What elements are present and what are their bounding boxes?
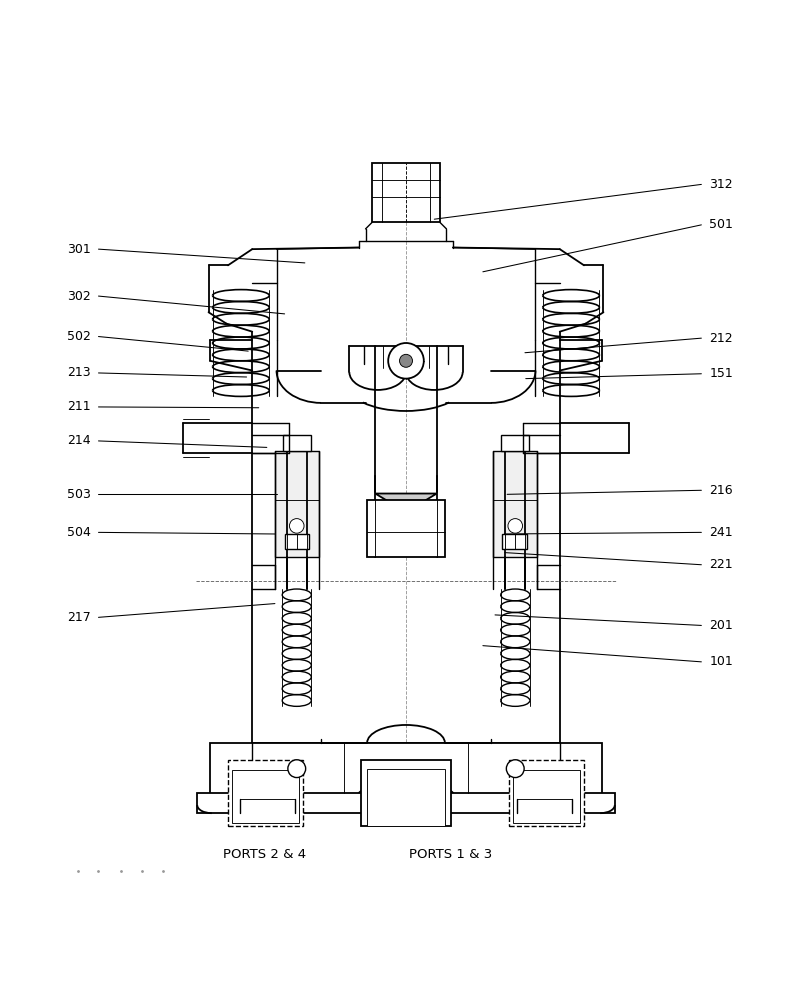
Text: PORTS 2 & 4: PORTS 2 & 4 <box>222 848 306 861</box>
Text: 221: 221 <box>709 558 732 571</box>
Text: 217: 217 <box>67 611 90 624</box>
Text: 241: 241 <box>709 526 732 539</box>
Text: 216: 216 <box>709 484 732 497</box>
Text: 213: 213 <box>67 366 90 379</box>
Bar <box>367 500 444 557</box>
Bar <box>275 451 319 557</box>
Circle shape <box>508 519 522 533</box>
Text: 312: 312 <box>709 178 732 191</box>
Text: 211: 211 <box>67 400 90 413</box>
Text: 503: 503 <box>67 488 90 501</box>
Bar <box>508 760 583 826</box>
Bar <box>502 534 526 549</box>
Polygon shape <box>375 494 436 512</box>
Text: 504: 504 <box>67 526 90 539</box>
Circle shape <box>289 519 303 533</box>
Text: 101: 101 <box>709 655 732 668</box>
Text: PORTS 1 & 3: PORTS 1 & 3 <box>409 848 491 861</box>
Text: 212: 212 <box>709 332 732 345</box>
Circle shape <box>506 760 524 778</box>
Text: 301: 301 <box>67 243 90 256</box>
Bar <box>232 770 298 823</box>
Bar <box>283 435 311 451</box>
Bar <box>371 163 440 222</box>
Bar <box>228 760 303 826</box>
Bar <box>197 793 614 813</box>
Circle shape <box>388 343 423 379</box>
Bar <box>513 770 579 823</box>
Text: 302: 302 <box>67 290 90 303</box>
Bar <box>361 760 450 826</box>
Bar <box>285 534 308 549</box>
Circle shape <box>399 354 412 367</box>
Text: 214: 214 <box>67 434 90 447</box>
Circle shape <box>287 760 305 778</box>
Text: 201: 201 <box>709 619 732 632</box>
Bar <box>367 769 444 826</box>
Bar <box>210 743 601 797</box>
Text: 502: 502 <box>67 330 90 343</box>
Bar <box>492 451 536 557</box>
Text: 501: 501 <box>709 218 732 231</box>
Text: 151: 151 <box>709 367 732 380</box>
Bar <box>500 435 528 451</box>
